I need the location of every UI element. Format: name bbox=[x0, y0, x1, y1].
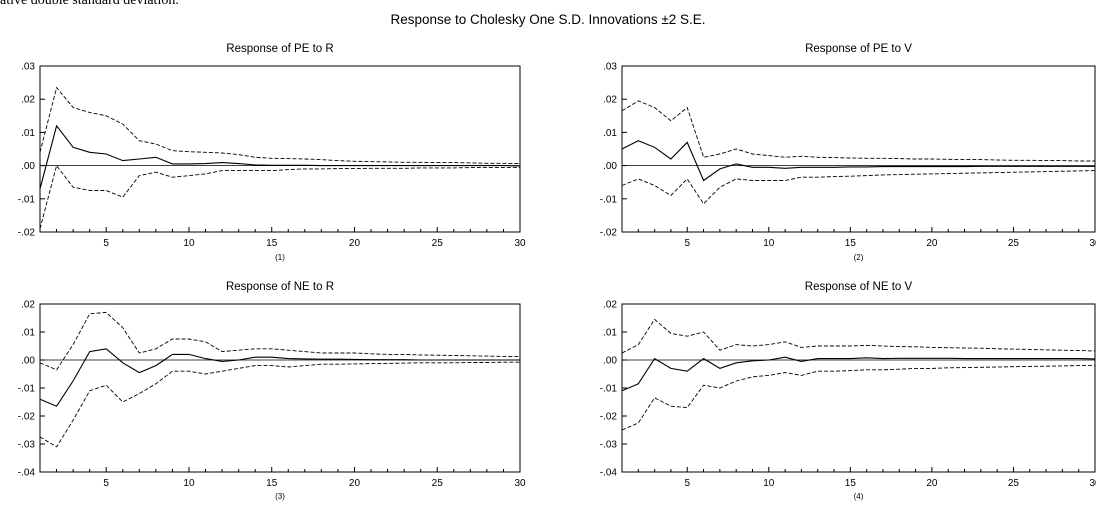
panel-caption: (3) bbox=[275, 492, 285, 501]
x-tick-label: 15 bbox=[845, 238, 857, 249]
plot-frame bbox=[39, 65, 521, 233]
y-tick-label: -.02 bbox=[600, 412, 618, 423]
x-tick-label: 10 bbox=[183, 478, 195, 489]
x-tick-label: 20 bbox=[349, 238, 361, 249]
panel-caption: (1) bbox=[275, 253, 285, 262]
x-tick-label: 25 bbox=[1008, 478, 1020, 489]
y-tick-label: -.01 bbox=[18, 384, 36, 395]
y-tick-label: .02 bbox=[21, 95, 35, 106]
x-tick-label: 30 bbox=[514, 238, 526, 249]
x-tick-label: 15 bbox=[266, 238, 278, 249]
plot-frame bbox=[621, 65, 1096, 233]
panel-caption: (4) bbox=[854, 492, 864, 501]
x-tick-label: 10 bbox=[763, 478, 775, 489]
y-tick-label: .00 bbox=[21, 161, 35, 172]
y-tick-label: .00 bbox=[603, 356, 617, 367]
panel-1: Response of PE to R -.02 -.01 .00 .01 .02 .03 5… bbox=[18, 43, 526, 262]
panel-3: Response of NE to R -.04 -.03 -.02 -.01 .00 .0… bbox=[18, 281, 526, 501]
x-tick-label: 5 bbox=[684, 478, 690, 489]
y-tick-label: .01 bbox=[603, 128, 617, 139]
panel-4: Response of NE to V -.04 -.03 -.02 -.01 .00 .0… bbox=[600, 281, 1096, 501]
upper-band-line bbox=[39, 311, 521, 371]
y-tick-label: -.03 bbox=[600, 440, 618, 451]
response-line bbox=[39, 124, 521, 189]
x-tick-label: 5 bbox=[684, 238, 690, 249]
x-tick-label: 30 bbox=[1089, 478, 1096, 489]
x-tick-label: 10 bbox=[763, 238, 775, 249]
plot-frame bbox=[621, 303, 1096, 473]
y-tick-label: -.03 bbox=[18, 440, 36, 451]
x-tick-label: 25 bbox=[432, 238, 444, 249]
x-tick-label: 15 bbox=[266, 478, 278, 489]
response-line bbox=[39, 348, 520, 407]
upper-band-line bbox=[39, 86, 521, 165]
y-tick-label: -.01 bbox=[18, 194, 36, 205]
y-tick-label: .02 bbox=[21, 300, 35, 311]
x-tick-label: 20 bbox=[926, 238, 938, 249]
x-tick-label: 30 bbox=[1089, 238, 1096, 249]
y-tick-label: -.02 bbox=[600, 228, 618, 239]
panel-2: Response of PE to V -.02 -.01 .00 .01 .02 .03 5… bbox=[600, 43, 1096, 262]
plot-frame bbox=[39, 303, 521, 473]
response-line bbox=[621, 356, 1096, 392]
y-tick-label: .01 bbox=[21, 328, 35, 339]
y-tick-label: .00 bbox=[21, 356, 35, 367]
x-tick-label: 5 bbox=[103, 478, 109, 489]
panel-title: Response of PE to R bbox=[226, 43, 333, 55]
x-tick-label: 15 bbox=[845, 478, 857, 489]
y-tick-label: -.01 bbox=[600, 384, 618, 395]
y-tick-label: .03 bbox=[603, 62, 617, 73]
lower-band-line bbox=[621, 364, 1096, 431]
y-tick-label: -.04 bbox=[18, 468, 36, 479]
x-tick-label: 30 bbox=[514, 478, 526, 489]
y-tick-label: .00 bbox=[603, 161, 617, 172]
upper-band-line bbox=[621, 318, 1096, 354]
y-tick-label: -.01 bbox=[600, 194, 618, 205]
y-tick-label: -.02 bbox=[18, 412, 36, 423]
upper-band-line bbox=[621, 100, 1095, 162]
y-tick-label: -.04 bbox=[600, 468, 618, 479]
lower-band-line bbox=[621, 170, 1096, 205]
y-tick-label: .01 bbox=[603, 328, 617, 339]
x-tick-label: 25 bbox=[1008, 238, 1020, 249]
panel-caption: (2) bbox=[854, 253, 864, 262]
y-tick-label: .02 bbox=[603, 300, 617, 311]
y-tick-label: .02 bbox=[603, 95, 617, 106]
x-tick-label: 5 bbox=[103, 238, 109, 249]
panel-title: Response of NE to R bbox=[226, 281, 334, 293]
x-tick-label: 20 bbox=[926, 478, 938, 489]
x-tick-label: 25 bbox=[432, 478, 444, 489]
lower-band-line bbox=[39, 361, 520, 448]
lower-band-line bbox=[39, 164, 520, 229]
x-tick-label: 10 bbox=[183, 238, 195, 249]
x-tick-label: 20 bbox=[349, 478, 361, 489]
panel-title: Response of NE to V bbox=[805, 281, 913, 293]
document-text-fragment: ative double standard deviation. bbox=[0, 0, 179, 8]
panel-title: Response of PE to V bbox=[805, 43, 912, 55]
y-tick-label: .01 bbox=[21, 128, 35, 139]
figure-title: Response to Cholesky One S.D. Innovation… bbox=[390, 12, 706, 27]
y-tick-label: -.02 bbox=[18, 228, 36, 239]
response-line bbox=[621, 140, 1095, 182]
y-tick-label: .03 bbox=[21, 62, 35, 73]
